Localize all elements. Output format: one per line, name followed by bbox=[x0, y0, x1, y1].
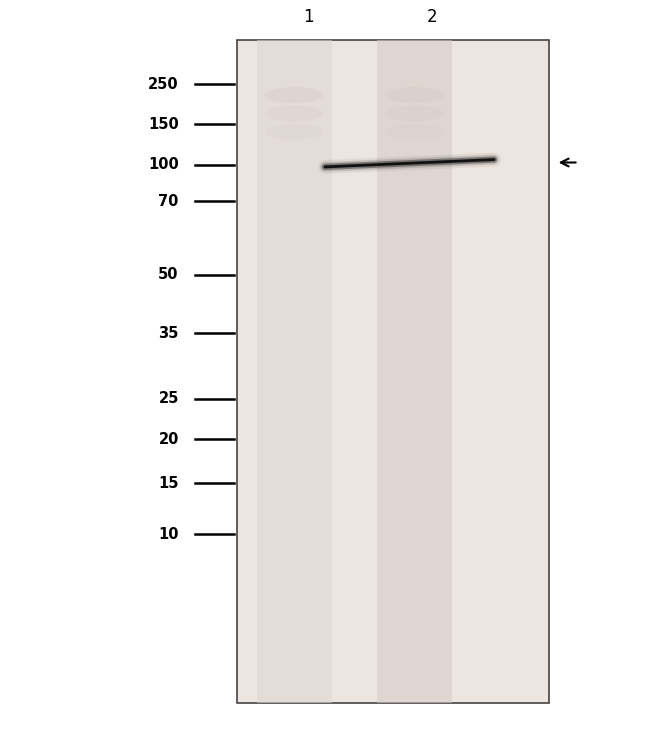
Text: 250: 250 bbox=[148, 77, 179, 92]
Ellipse shape bbox=[265, 124, 323, 140]
Bar bbox=[257, 40, 332, 703]
Text: 25: 25 bbox=[159, 392, 179, 406]
Text: 70: 70 bbox=[159, 194, 179, 209]
Ellipse shape bbox=[385, 124, 444, 140]
Bar bbox=[377, 40, 452, 703]
Text: 15: 15 bbox=[158, 476, 179, 490]
Ellipse shape bbox=[385, 87, 444, 103]
Text: 20: 20 bbox=[159, 432, 179, 447]
Text: 35: 35 bbox=[159, 326, 179, 340]
Ellipse shape bbox=[265, 87, 323, 103]
Text: 150: 150 bbox=[148, 117, 179, 132]
Text: 1: 1 bbox=[304, 7, 314, 26]
Text: 50: 50 bbox=[158, 267, 179, 282]
Ellipse shape bbox=[265, 105, 323, 122]
Text: 2: 2 bbox=[427, 7, 437, 26]
Text: 10: 10 bbox=[158, 527, 179, 542]
Bar bbox=[237, 40, 549, 703]
Ellipse shape bbox=[385, 105, 444, 122]
Text: 100: 100 bbox=[148, 157, 179, 172]
